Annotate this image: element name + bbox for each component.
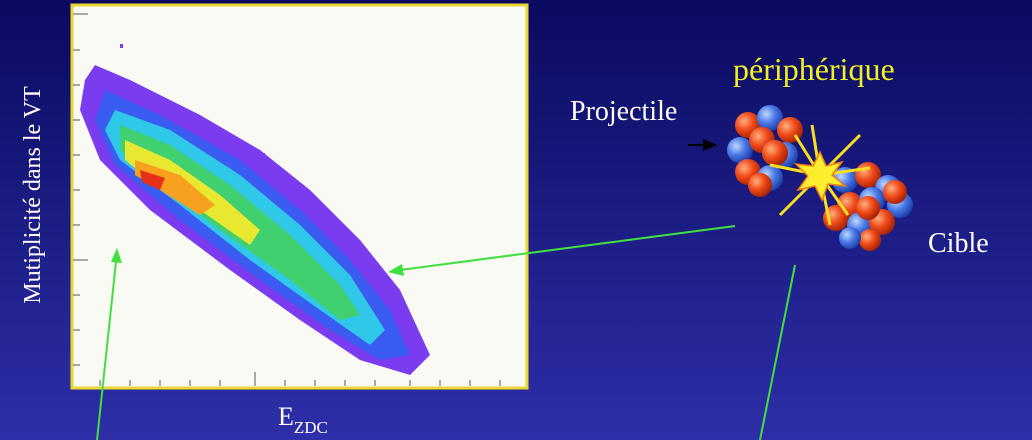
x-axis-label-main: E: [278, 402, 294, 431]
y-axis-label: Mutiplicité dans le VT: [20, 86, 46, 304]
x-axis-label-subscript: ZDC: [294, 418, 328, 437]
collision-type-label: périphérique: [733, 51, 895, 87]
page: {"plot": {"y_axis_label": "Mutiplicité d…: [0, 0, 1032, 440]
slide: Mutiplicité dans le VT EZDC périphérique…: [0, 0, 1032, 440]
projectile-label: Projectile: [570, 96, 677, 127]
target-label: Cible: [928, 228, 989, 259]
